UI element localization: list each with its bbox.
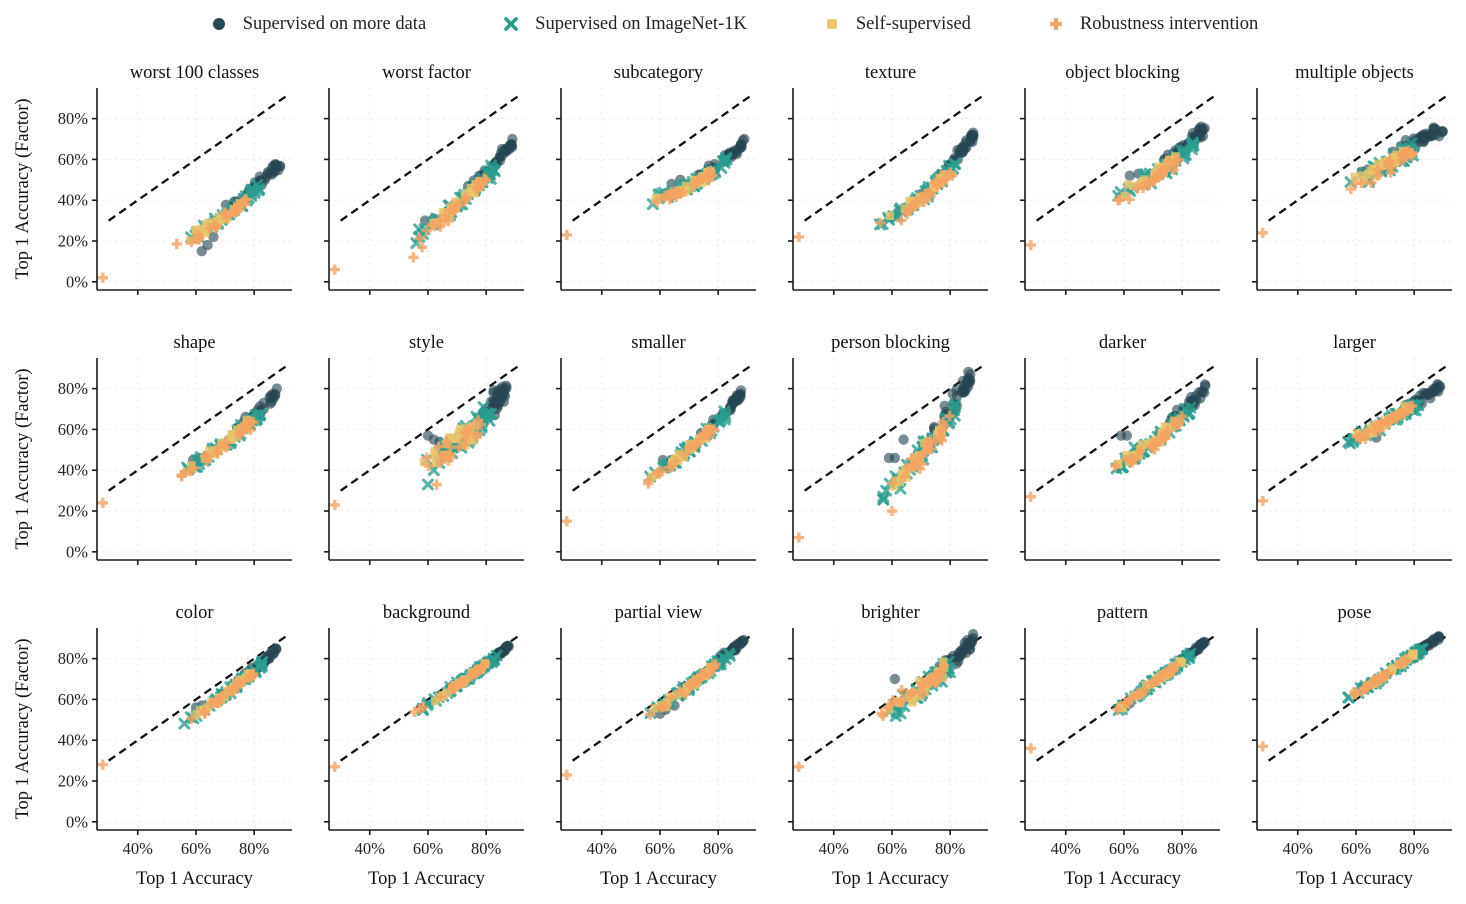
plus-marker-icon: [1050, 18, 1062, 30]
subplot-darker: darker: [1020, 333, 1220, 565]
x-axis-label: Top 1 Accuracy: [136, 869, 254, 889]
subplot-partial-view: partial view 40% 60% 80% Top 1 Accuracy: [556, 603, 756, 889]
y-tick-label: 40%: [58, 191, 89, 210]
legend-item-robustness-intervention: Robustness intervention: [1045, 13, 1258, 35]
y-tick-label: 80%: [58, 109, 89, 128]
subplot-title: color: [175, 603, 213, 623]
x-axis-label: Top 1 Accuracy: [1064, 869, 1182, 889]
y-tick-label: 60%: [58, 150, 89, 169]
subplot-title: smaller: [631, 333, 685, 353]
x-tick-label: 60%: [877, 839, 908, 858]
legend-item-self-supervised: Self-supervised: [821, 13, 971, 35]
legend-item-supervised-more-data: Supervised on more data: [208, 13, 426, 35]
subplot-background: background 40% 60% 80% Top 1 Accuracy: [324, 603, 524, 889]
subplot-title: darker: [1099, 333, 1146, 353]
y-tick-label: 80%: [58, 379, 89, 398]
subplot-worst-100-classes: worst 100 classes 0% 20% 40% 60% 80% Top 1 Acc…: [13, 63, 292, 295]
y-tick-label: 60%: [58, 690, 89, 709]
subplot-title: style: [409, 333, 444, 353]
subplot-person-blocking: person blocking: [788, 333, 988, 565]
circle-marker-icon: [212, 18, 225, 30]
x-tick-label: 60%: [1109, 839, 1140, 858]
x-tick-label: 40%: [1283, 839, 1314, 858]
legend-label: Supervised on ImageNet-1K: [535, 13, 747, 34]
y-tick-label: 40%: [58, 461, 89, 480]
subplot-pattern: pattern 40% 60% 80% Top 1 Accuracy: [1020, 603, 1220, 889]
subplot-multiple-objects: multiple objects: [1252, 63, 1452, 295]
x-tick-label: 80%: [1167, 839, 1198, 858]
x-marker-icon: [504, 17, 519, 31]
x-axis-label: Top 1 Accuracy: [832, 869, 950, 889]
x-tick-label: 60%: [645, 839, 676, 858]
square-marker-icon: [827, 19, 837, 29]
y-tick-label: 20%: [58, 772, 89, 791]
x-tick-label: 60%: [181, 839, 212, 858]
y-tick-label: 40%: [58, 731, 89, 750]
legend-label: Self-supervised: [855, 13, 971, 34]
y-tick-label: 20%: [58, 232, 89, 251]
subplot-title: multiple objects: [1295, 63, 1414, 83]
subplot-brighter: brighter 40% 60% 80% Top 1 Accuracy: [788, 603, 988, 889]
subplot-shape: shape 0% 20% 40% 60% 80% Top 1 Accuracy (Facto…: [13, 333, 292, 565]
y-axis-label: Top 1 Accuracy (Factor): [13, 368, 33, 549]
subplot-title: subcategory: [614, 63, 704, 83]
x-tick-label: 80%: [703, 839, 734, 858]
x-tick-label: 80%: [935, 839, 966, 858]
legend: Supervised on more data Supervised on Im…: [0, 0, 1466, 44]
subplot-texture: texture: [788, 63, 988, 295]
y-tick-label: 60%: [58, 420, 89, 439]
legend-label: Supervised on more data: [242, 13, 427, 34]
subplot-title: texture: [865, 63, 916, 83]
subplot-subcategory: subcategory: [556, 63, 756, 295]
subplot-title: partial view: [615, 603, 703, 623]
subplot-title: pattern: [1097, 603, 1148, 623]
legend-item-supervised-imagenet1k: Supervised on ImageNet-1K: [500, 13, 747, 35]
x-tick-label: 60%: [1341, 839, 1372, 858]
x-tick-label: 80%: [471, 839, 502, 858]
subplot-title: background: [383, 603, 471, 623]
x-axis-label: Top 1 Accuracy: [368, 869, 486, 889]
plot-grid: worst 100 classes 0% 20% 40% 60% 80% Top 1 Acc…: [12, 58, 1466, 894]
y-tick-label: 20%: [58, 502, 89, 521]
y-tick-label: 0%: [66, 272, 88, 291]
subplot-color: color 0% 20% 40% 60% 80% Top 1 Accuracy (Facto…: [13, 603, 292, 889]
subplot-worst-factor: worst factor: [324, 63, 524, 295]
x-tick-label: 80%: [1399, 839, 1430, 858]
y-tick-label: 0%: [66, 812, 88, 831]
y-tick-label: 80%: [58, 649, 89, 668]
x-tick-label: 40%: [355, 839, 386, 858]
subplot-title: worst factor: [382, 63, 471, 83]
x-axis-label: Top 1 Accuracy: [1296, 869, 1414, 889]
subplot-pose: pose 40% 60% 80% Top 1 Accuracy: [1252, 603, 1452, 889]
x-tick-label: 40%: [587, 839, 618, 858]
y-tick-label: 0%: [66, 542, 88, 561]
x-axis-label: Top 1 Accuracy: [600, 869, 718, 889]
subplot-object-blocking: object blocking: [1020, 63, 1220, 295]
y-axis-label: Top 1 Accuracy (Factor): [13, 638, 33, 819]
subplot-title: shape: [173, 333, 215, 353]
x-tick-label: 40%: [819, 839, 850, 858]
x-tick-label: 80%: [239, 839, 270, 858]
subplot-larger: larger: [1252, 333, 1452, 565]
y-axis-label: Top 1 Accuracy (Factor): [13, 98, 33, 279]
subplot-title: larger: [1333, 333, 1376, 353]
x-tick-label: 60%: [413, 839, 444, 858]
subplot-smaller: smaller: [556, 333, 756, 565]
subplot-style: style: [324, 333, 524, 565]
legend-label: Robustness intervention: [1079, 13, 1259, 34]
subplot-title: worst 100 classes: [130, 63, 259, 83]
x-tick-label: 40%: [1051, 839, 1082, 858]
subplot-title: object blocking: [1065, 63, 1180, 83]
subplot-title: pose: [1338, 603, 1372, 623]
subplot-title: brighter: [861, 603, 920, 623]
subplot-title: person blocking: [831, 333, 950, 353]
x-tick-label: 40%: [123, 839, 154, 858]
